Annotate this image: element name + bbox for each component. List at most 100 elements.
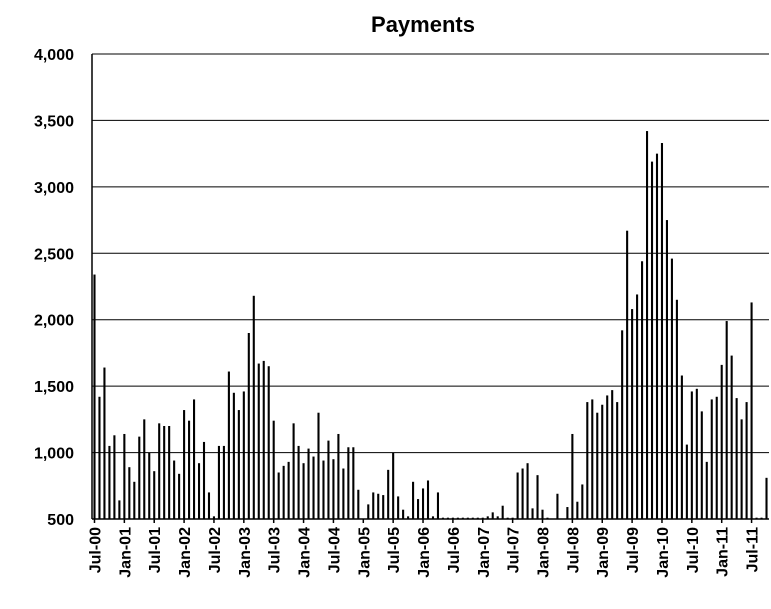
bar <box>193 399 196 519</box>
bar <box>412 481 415 519</box>
bar <box>645 131 649 520</box>
bar <box>571 433 574 519</box>
bar <box>158 423 161 519</box>
bar <box>178 473 181 519</box>
bar <box>531 508 534 519</box>
bar <box>133 481 136 519</box>
chart-title: Payments <box>371 12 475 37</box>
bar <box>287 461 290 519</box>
bar <box>402 509 405 519</box>
bar <box>277 472 280 519</box>
bar <box>421 488 425 519</box>
bar <box>237 410 240 519</box>
bar <box>222 445 225 519</box>
bar <box>262 360 265 519</box>
bar <box>372 492 375 519</box>
bar <box>342 468 345 519</box>
bar <box>103 367 106 519</box>
bar <box>616 402 619 519</box>
y-tick-label: 1,000 <box>34 446 74 463</box>
x-tick-label: Jul-07 <box>506 527 523 573</box>
bar <box>113 435 116 519</box>
y-tick-label: 2,500 <box>34 246 74 263</box>
x-tick-labels: Jul-00 Jan-01 Jul-01 Jan-02 Jul-02 Jan-03 Jul-… <box>87 519 762 578</box>
x-tick-label: Jan-07 <box>476 527 493 578</box>
bar <box>715 396 718 519</box>
bar <box>626 230 629 519</box>
bar <box>202 441 206 519</box>
bar <box>690 391 693 519</box>
x-tick-label: Jan-06 <box>416 527 433 578</box>
bar <box>670 258 673 519</box>
bar <box>352 447 355 519</box>
bar <box>168 426 171 519</box>
bar <box>650 161 654 519</box>
bar <box>257 363 260 519</box>
y-tick-label: 500 <box>47 512 74 529</box>
x-tick-label: Jul-06 <box>446 527 463 573</box>
bar <box>252 295 255 519</box>
x-tick-label: Jul-05 <box>386 527 403 573</box>
y-tick-label: 1,500 <box>34 379 74 396</box>
bar <box>591 399 594 519</box>
bar <box>118 500 121 519</box>
x-tick-label: Jan-10 <box>655 527 672 578</box>
bar <box>382 495 385 519</box>
x-tick-label: Jan-03 <box>237 527 254 578</box>
bar <box>491 512 494 519</box>
bar <box>486 516 489 519</box>
bar <box>302 463 305 519</box>
bar <box>601 404 604 519</box>
bar <box>207 492 211 519</box>
bar <box>750 302 753 519</box>
bar <box>705 461 708 519</box>
bar <box>710 399 713 519</box>
x-tick-label: Jul-10 <box>685 527 702 573</box>
x-tick-label: Jan-05 <box>356 527 373 578</box>
bar <box>357 489 360 519</box>
bar <box>123 433 126 519</box>
bar <box>586 402 589 519</box>
bar <box>272 420 275 519</box>
bar <box>740 419 743 519</box>
bar <box>93 274 96 519</box>
x-tick-label: Jul-09 <box>625 527 642 573</box>
x-tick-label: Jul-02 <box>207 527 224 573</box>
bar <box>655 153 659 519</box>
bar <box>417 499 420 519</box>
bar <box>247 333 250 519</box>
x-tick-label: Jul-11 <box>745 527 762 572</box>
bar <box>516 472 519 519</box>
bar <box>611 390 614 519</box>
y-tick-label: 3,000 <box>34 180 74 197</box>
bar <box>606 395 609 519</box>
bar <box>641 261 644 519</box>
bar <box>745 402 748 519</box>
bar <box>680 375 683 519</box>
bar <box>282 465 285 519</box>
bar <box>536 475 539 519</box>
bar <box>730 355 733 519</box>
x-tick-label: Jul-08 <box>565 527 582 573</box>
bar <box>183 410 186 519</box>
bar <box>675 299 678 519</box>
bar <box>576 501 579 519</box>
bar <box>153 471 156 519</box>
bar <box>143 419 146 519</box>
bar <box>292 423 295 519</box>
bar <box>317 412 320 519</box>
bar <box>725 321 728 519</box>
bar <box>695 388 698 519</box>
bar <box>332 459 335 519</box>
bar <box>631 309 634 519</box>
bar <box>163 426 166 519</box>
bar <box>267 366 270 519</box>
bar <box>217 445 220 519</box>
bars <box>93 131 768 520</box>
bar <box>392 452 395 519</box>
bar <box>501 505 504 519</box>
bar <box>307 448 310 519</box>
y-tick-labels: 500 1,000 1,500 2,000 2,500 3,000 3,500 4,000 <box>34 47 74 529</box>
x-tick-label: Jan-02 <box>177 527 194 578</box>
bar <box>128 467 131 519</box>
